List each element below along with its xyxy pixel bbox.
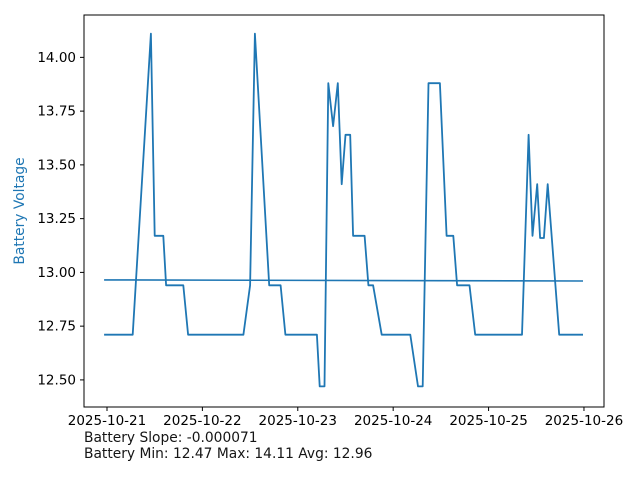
axes-frame — [83, 14, 605, 408]
y-axis-label: Battery Voltage — [12, 157, 28, 265]
x-tick-label: 2025-10-22 — [163, 413, 241, 429]
battery-stats-annotation: Battery Min: 12.47 Max: 14.11 Avg: 12.96 — [84, 446, 373, 462]
x-tick-label: 2025-10-26 — [545, 413, 623, 429]
y-tick-label: 12.50 — [37, 372, 76, 388]
y-tick-label: 14.00 — [37, 50, 76, 66]
x-tick-label: 2025-10-23 — [259, 413, 337, 429]
y-tick-label: 13.50 — [37, 157, 76, 173]
trend-line — [104, 279, 584, 282]
x-tick-label: 2025-10-21 — [68, 413, 146, 429]
y-tick-label: 13.75 — [37, 104, 76, 120]
y-tick-label: 13.00 — [37, 265, 76, 281]
y-tick-label: 12.75 — [37, 319, 76, 335]
y-tick-label: 13.25 — [37, 211, 76, 227]
x-tick-label: 2025-10-25 — [449, 413, 527, 429]
x-tick-label: 2025-10-24 — [354, 413, 432, 429]
battery-slope-annotation: Battery Slope: -0.000071 — [84, 430, 258, 446]
voltage-line — [104, 32, 583, 388]
